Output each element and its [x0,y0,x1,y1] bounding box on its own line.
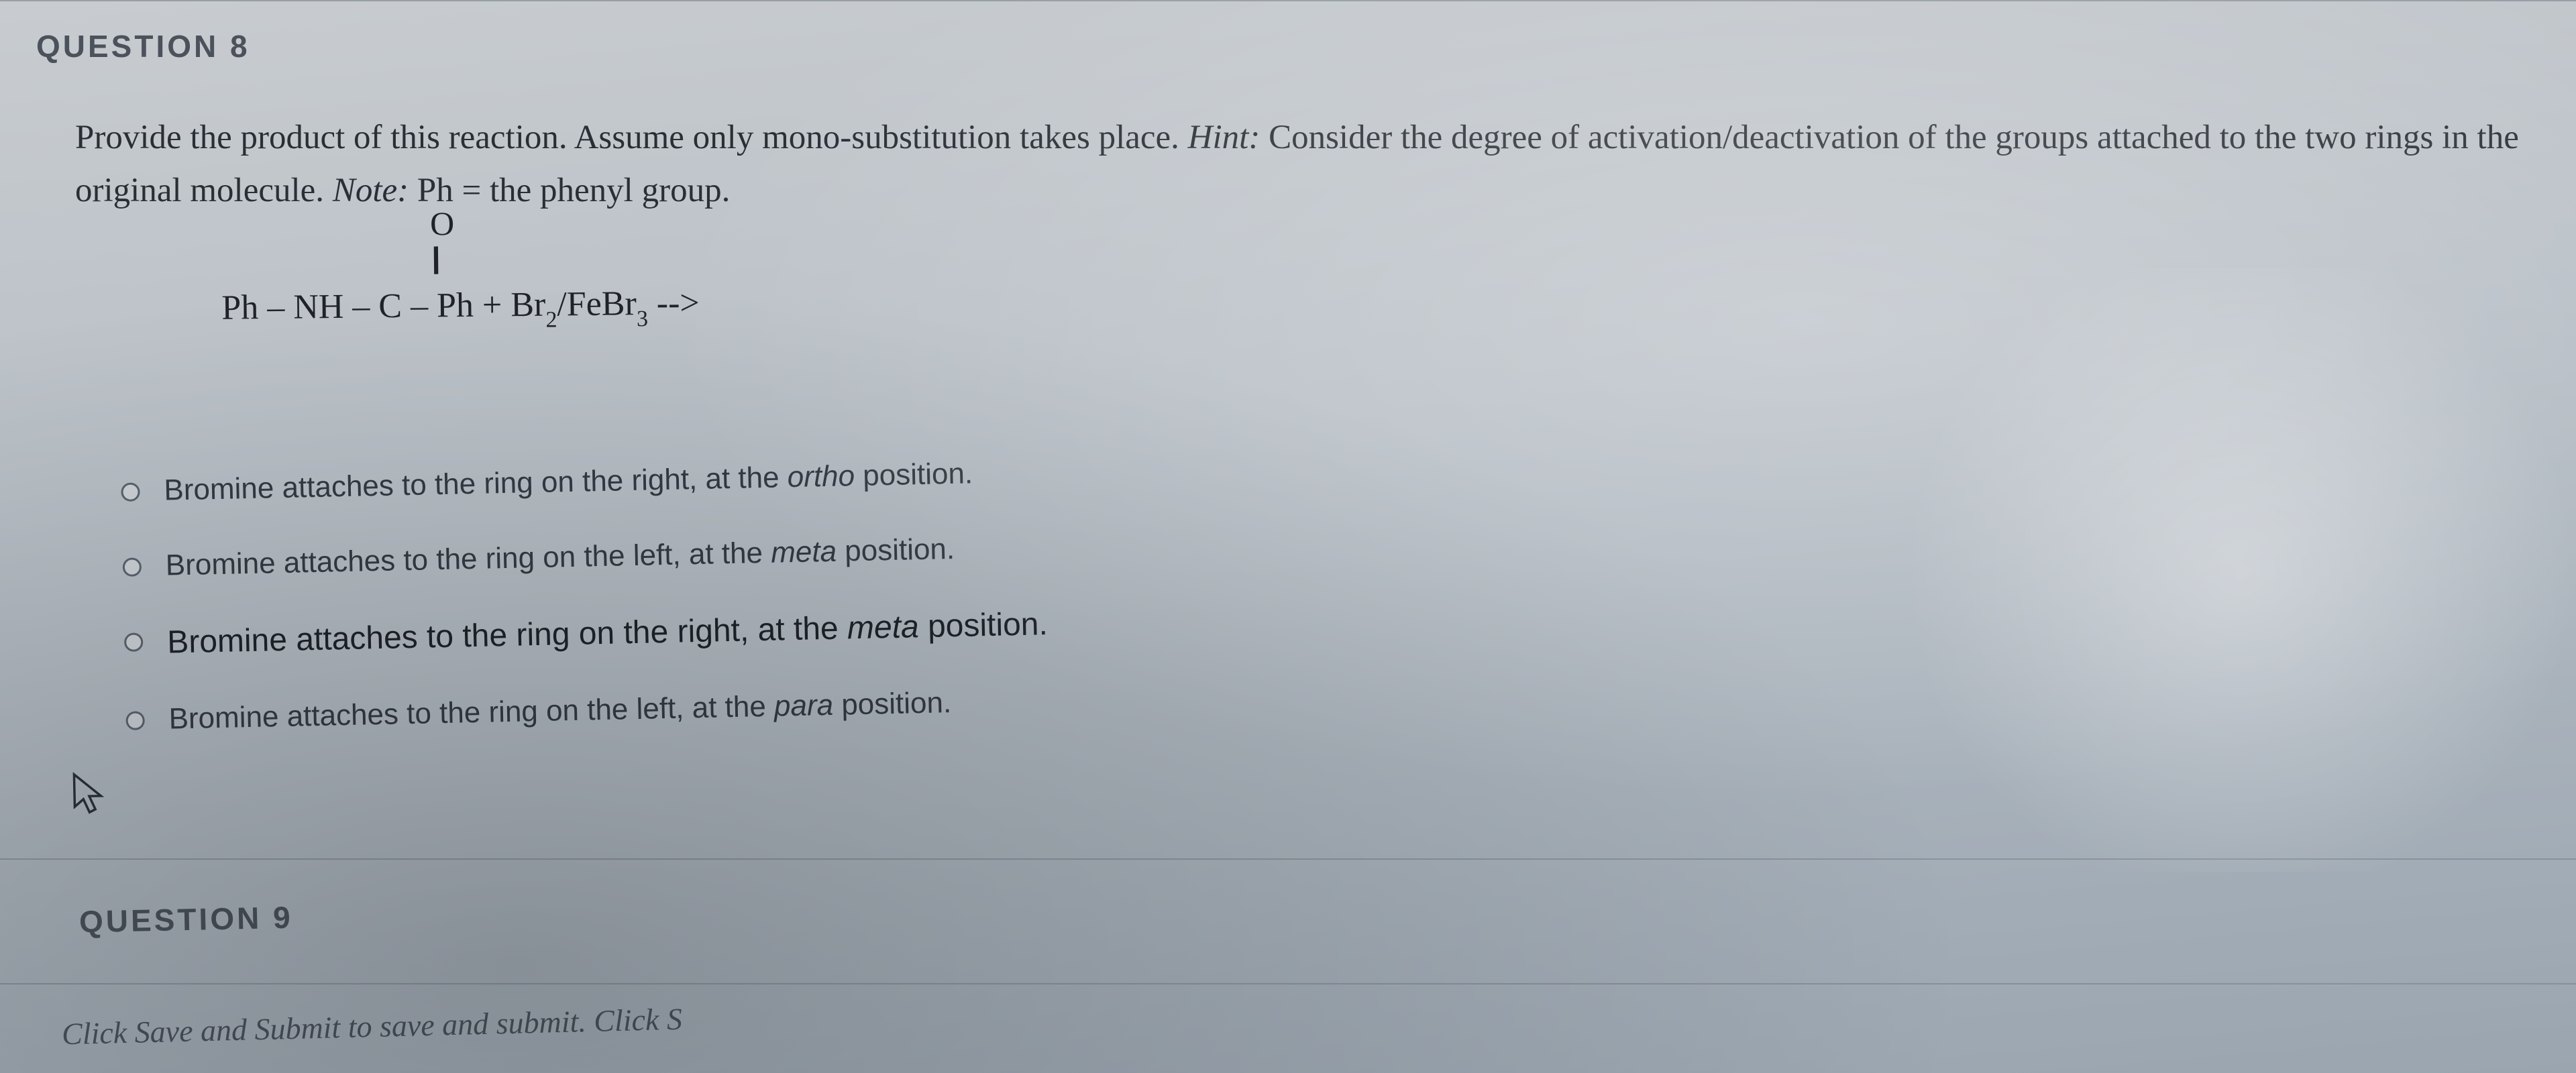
answer-options: Bromine attaches to the ring on the righ… [121,455,1051,779]
option-c-pre: Bromine attaches to the ring on the righ… [167,610,848,660]
option-d-em: para [773,689,833,723]
reaction-scheme: O || Ph – NH – C – Ph + Br2/FeBr3 --> [221,259,700,308]
option-a-em: ortho [787,459,855,494]
option-b-text: Bromine attaches to the ring on the left… [165,532,955,583]
question-9-header: QUESTION 9 [78,899,293,940]
reaction-sub-2: 3 [637,306,648,331]
divider-bottom [0,983,2576,984]
save-submit-hint: Click Save and Submit to save and submit… [61,1001,682,1052]
option-c-post: position. [918,606,1048,644]
radio-a[interactable] [121,482,140,502]
option-a-post: position. [854,457,973,492]
radio-b[interactable] [123,557,142,577]
option-d-pre: Bromine attaches to the ring on the left… [168,690,774,736]
divider-mid [0,858,2576,860]
reaction-arrow: --> [647,284,700,323]
option-c-text: Bromine attaches to the ring on the righ… [167,606,1049,661]
option-c[interactable]: Bromine attaches to the ring on the righ… [124,606,1049,662]
reaction-left: Ph – NH – C – Ph + Br [221,286,546,327]
option-d-post: position. [833,686,952,722]
option-c-em: meta [847,609,919,646]
reaction-sub-1: 2 [545,308,557,333]
radio-c[interactable] [124,632,144,652]
cursor-icon [70,771,108,822]
reaction-oxygen: O [430,204,455,243]
divider-top [0,0,2576,1]
option-d-text: Bromine attaches to the ring on the left… [168,686,952,736]
quiz-sheet: QUESTION 8 Provide the product of this r… [0,0,2576,1073]
option-b-pre: Bromine attaches to the ring on the left… [165,536,771,582]
question-8-header: QUESTION 8 [36,28,250,64]
prompt-text-1: Provide the product of this reaction. As… [75,119,1188,156]
option-d[interactable]: Bromine attaches to the ring on the left… [125,684,1050,737]
note-label: Note: [333,172,409,209]
option-b-em: meta [771,535,837,569]
option-a-pre: Bromine attaches to the ring on the righ… [164,461,788,506]
screen-glare [1771,268,2576,872]
reaction-slash: /FeBr [557,284,637,323]
hint-label: Hint: [1188,119,1260,156]
note-text: Ph = the phenyl group. [409,172,730,209]
option-b-post: position. [836,532,955,568]
option-b[interactable]: Bromine attaches to the ring on the left… [122,530,1046,583]
radio-d[interactable] [125,711,145,730]
question-8-prompt: Provide the product of this reaction. As… [75,111,2522,217]
option-a[interactable]: Bromine attaches to the ring on the righ… [121,455,1045,508]
option-a-text: Bromine attaches to the ring on the righ… [164,457,973,507]
